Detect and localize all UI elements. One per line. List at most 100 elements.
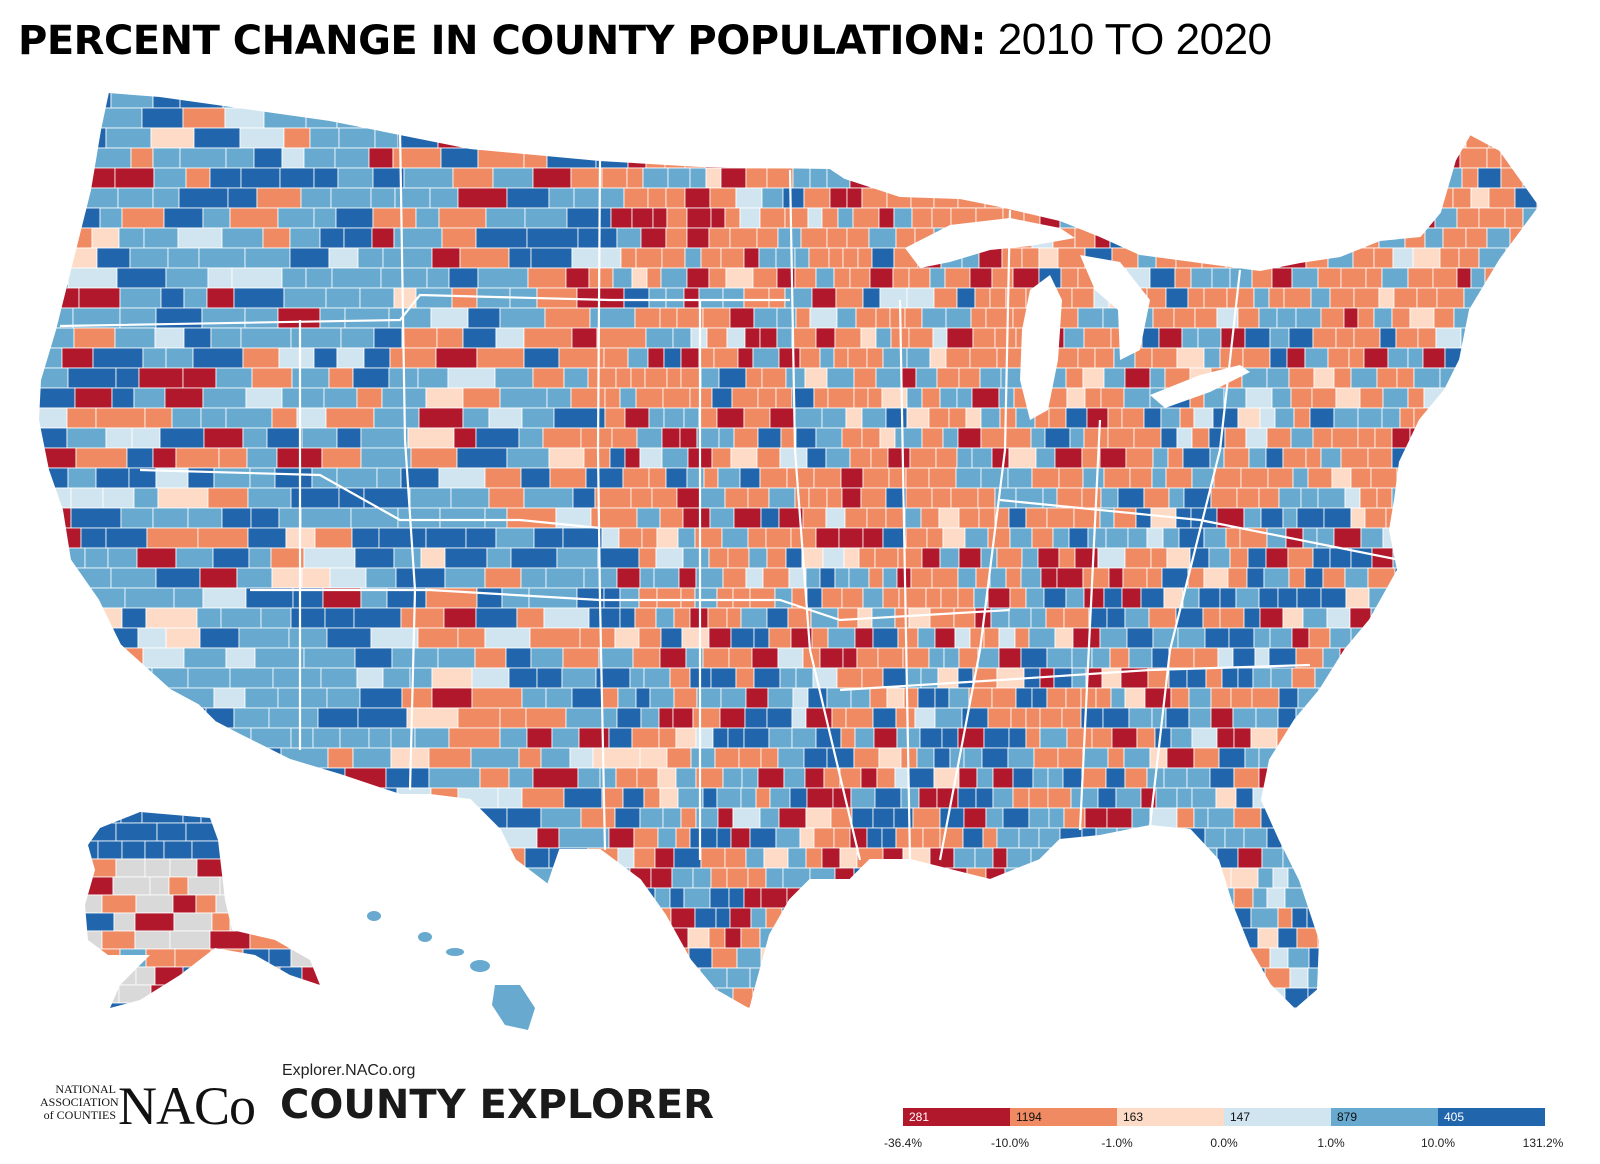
county bbox=[826, 747, 855, 769]
county bbox=[358, 947, 409, 969]
county bbox=[1140, 587, 1165, 609]
county bbox=[1507, 767, 1525, 789]
county bbox=[425, 387, 464, 409]
county bbox=[1108, 567, 1124, 589]
county bbox=[1404, 127, 1429, 149]
county bbox=[1369, 627, 1388, 649]
county bbox=[753, 307, 778, 329]
county bbox=[733, 427, 759, 449]
county bbox=[917, 627, 936, 649]
county bbox=[354, 647, 393, 669]
county bbox=[431, 687, 473, 709]
county bbox=[1029, 947, 1058, 969]
county bbox=[1475, 527, 1491, 549]
county bbox=[144, 407, 173, 429]
county bbox=[67, 267, 118, 289]
county bbox=[821, 847, 841, 869]
county bbox=[747, 527, 767, 549]
county bbox=[640, 947, 657, 969]
county bbox=[1109, 647, 1130, 669]
county bbox=[1294, 787, 1313, 809]
county bbox=[974, 847, 994, 869]
explorer-url[interactable]: Explorer.NACo.org bbox=[282, 1062, 416, 1079]
county bbox=[1428, 927, 1454, 949]
county bbox=[1021, 167, 1045, 189]
county bbox=[781, 907, 803, 929]
county bbox=[894, 867, 919, 889]
county bbox=[499, 307, 546, 329]
county bbox=[1474, 767, 1493, 789]
county bbox=[1528, 787, 1540, 809]
county bbox=[1176, 787, 1193, 809]
county bbox=[761, 367, 787, 389]
county bbox=[955, 467, 982, 489]
county bbox=[866, 507, 887, 529]
county bbox=[1431, 847, 1458, 869]
county bbox=[1044, 427, 1071, 449]
county bbox=[1097, 547, 1126, 569]
county bbox=[837, 607, 859, 629]
lake-michigan bbox=[1020, 275, 1062, 420]
alaska-borough bbox=[326, 895, 347, 913]
county bbox=[38, 147, 67, 169]
county bbox=[1135, 507, 1152, 529]
county bbox=[777, 927, 805, 949]
county bbox=[1092, 92, 1114, 109]
county bbox=[1412, 107, 1435, 129]
county bbox=[810, 967, 826, 989]
county bbox=[1455, 547, 1479, 569]
county bbox=[527, 267, 567, 289]
county bbox=[608, 827, 635, 849]
county bbox=[105, 427, 133, 449]
alaska-borough bbox=[239, 812, 275, 824]
alaska-borough bbox=[182, 966, 214, 986]
county bbox=[334, 947, 360, 969]
county bbox=[350, 92, 380, 109]
county bbox=[779, 447, 808, 469]
county bbox=[632, 647, 661, 669]
county bbox=[572, 487, 596, 509]
county bbox=[69, 787, 103, 809]
county bbox=[1303, 92, 1321, 109]
county bbox=[1186, 767, 1211, 789]
county bbox=[1317, 167, 1346, 189]
county bbox=[1008, 447, 1037, 469]
county bbox=[1339, 647, 1362, 669]
county bbox=[471, 687, 523, 709]
county bbox=[811, 1007, 839, 1010]
county bbox=[1322, 807, 1348, 829]
naco-logo: NATIONAL ASSOCIATION of COUNTIES NACo bbox=[40, 1075, 256, 1147]
county bbox=[700, 367, 720, 389]
county bbox=[38, 847, 73, 869]
county bbox=[636, 507, 661, 529]
county bbox=[1381, 267, 1409, 289]
county bbox=[1141, 227, 1164, 249]
county bbox=[1362, 1007, 1379, 1010]
county bbox=[1232, 707, 1257, 729]
county bbox=[805, 147, 825, 169]
county bbox=[922, 967, 948, 989]
county bbox=[441, 227, 477, 249]
county bbox=[866, 347, 884, 369]
county bbox=[1535, 127, 1540, 149]
county bbox=[1492, 867, 1519, 889]
county bbox=[102, 487, 135, 509]
county bbox=[330, 987, 376, 1009]
county bbox=[585, 467, 624, 489]
county bbox=[1135, 847, 1156, 869]
county bbox=[1082, 367, 1105, 389]
county bbox=[1411, 167, 1440, 189]
county bbox=[1101, 1007, 1129, 1010]
county bbox=[1474, 427, 1491, 449]
county bbox=[1100, 387, 1125, 409]
county bbox=[1350, 227, 1366, 249]
alaska-borough bbox=[156, 822, 187, 842]
county bbox=[1266, 367, 1290, 389]
county bbox=[1475, 667, 1496, 689]
county bbox=[1202, 107, 1223, 129]
county bbox=[1129, 467, 1153, 489]
alaska-borough bbox=[85, 984, 120, 1004]
county bbox=[1529, 367, 1540, 389]
county bbox=[660, 627, 683, 649]
county bbox=[1259, 607, 1284, 629]
